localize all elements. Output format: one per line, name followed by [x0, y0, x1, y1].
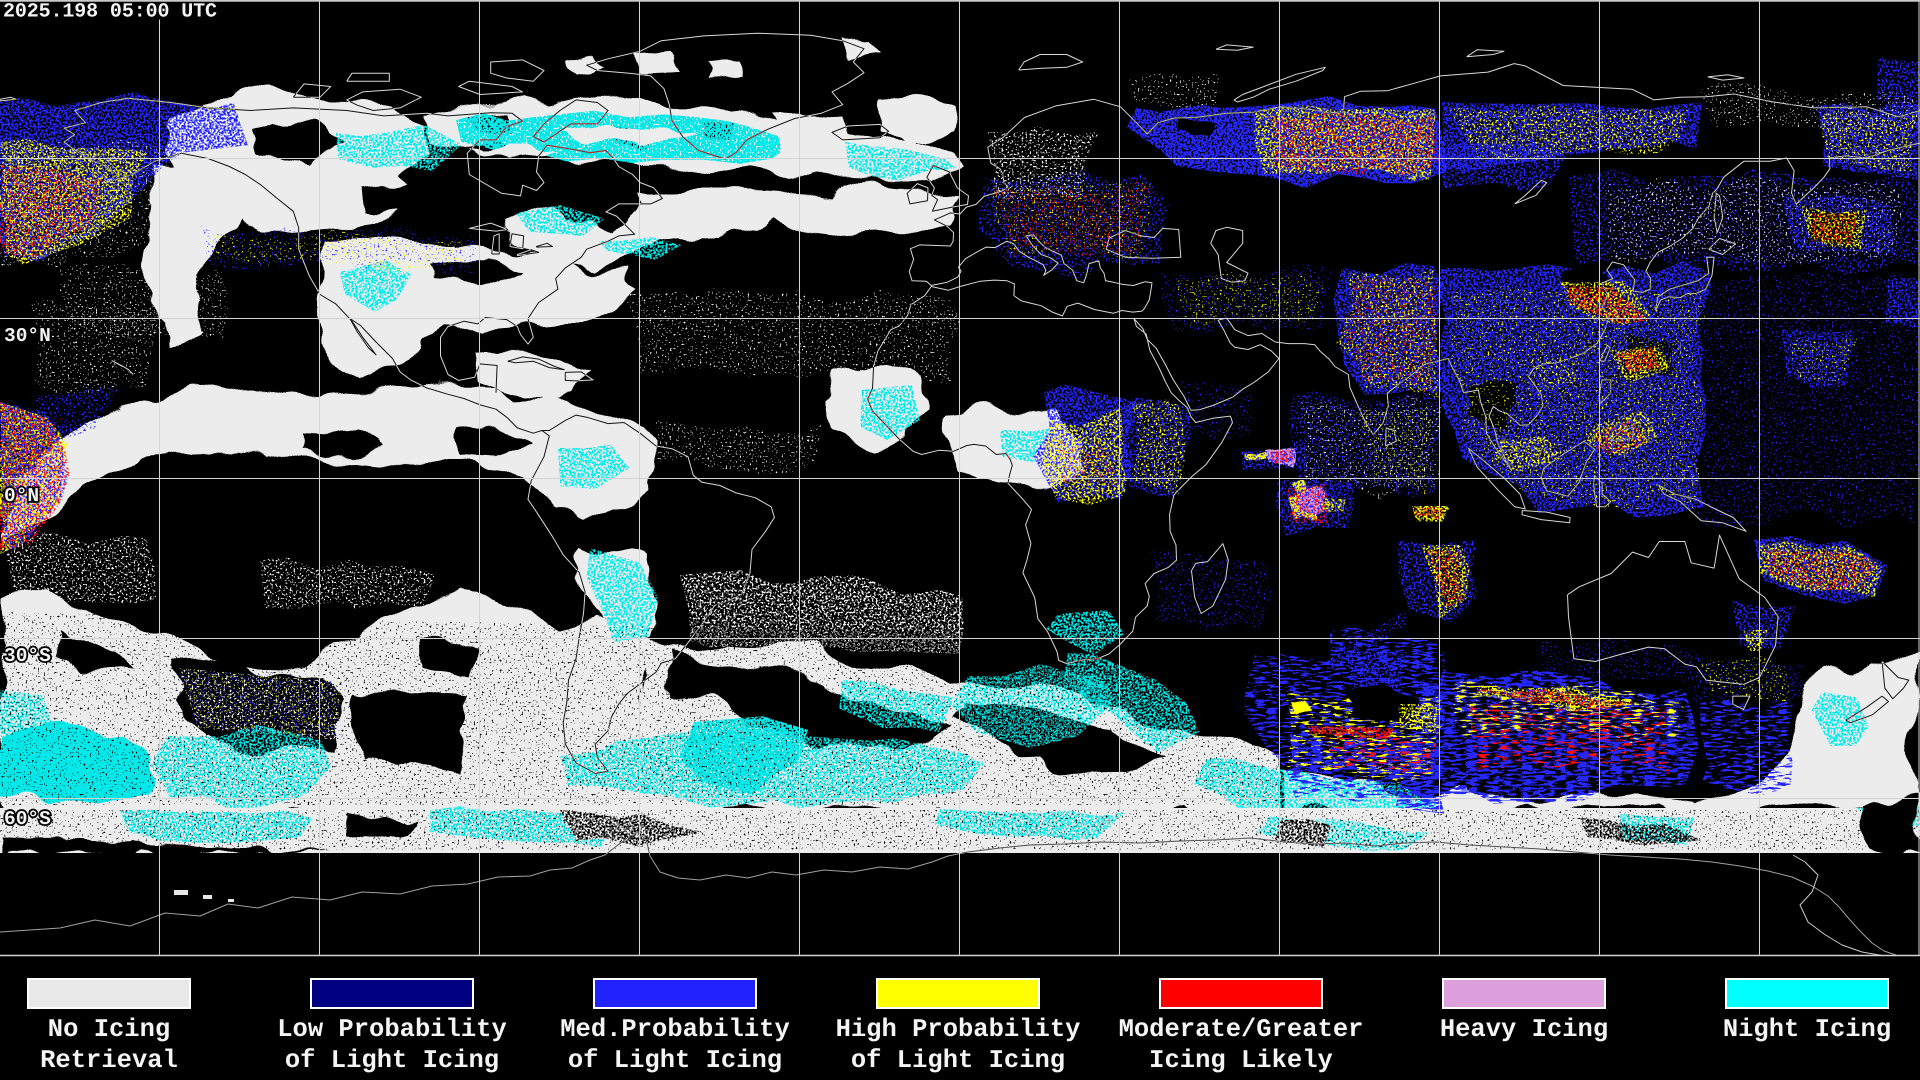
svg-text:of Light Icing: of Light Icing [285, 1046, 499, 1075]
svg-text:2025.198 05:00 UTC: 2025.198 05:00 UTC [3, 1, 217, 24]
svg-text:Low Probability: Low Probability [277, 1015, 507, 1044]
svg-text:30°S: 30°S [4, 645, 51, 667]
svg-text:Night Icing: Night Icing [1723, 1015, 1891, 1044]
svg-text:Heavy Icing: Heavy Icing [1440, 1015, 1608, 1044]
svg-text:Retrieval: Retrieval [40, 1046, 178, 1075]
svg-text:60°S: 60°S [4, 808, 51, 830]
svg-text:0°N: 0°N [4, 485, 39, 507]
svg-text:30°N: 30°N [4, 325, 51, 347]
svg-text:of Light Icing: of Light Icing [568, 1046, 782, 1075]
svg-text:Icing Likely: Icing Likely [1149, 1046, 1333, 1075]
svg-text:No Icing: No Icing [48, 1015, 170, 1044]
svg-text:High Probability: High Probability [836, 1015, 1081, 1044]
svg-text:Med.Probability: Med.Probability [560, 1015, 790, 1044]
svg-text:of Light Icing: of Light Icing [851, 1046, 1065, 1075]
svg-text:Moderate/Greater: Moderate/Greater [1119, 1015, 1364, 1044]
